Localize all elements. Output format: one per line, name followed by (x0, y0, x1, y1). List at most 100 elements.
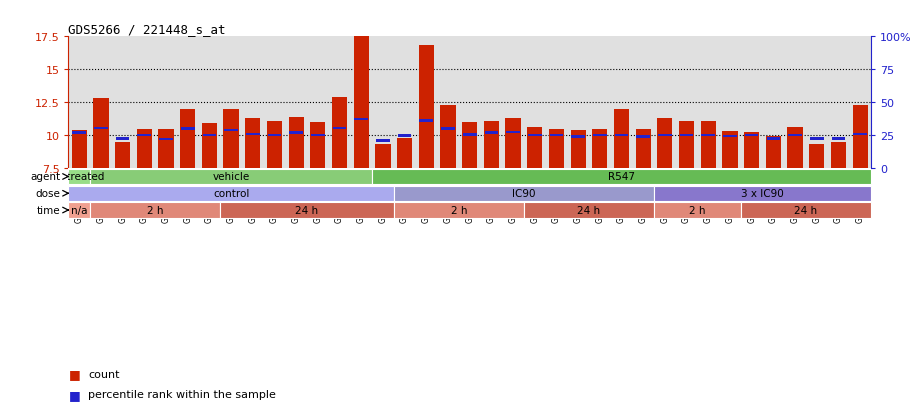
Bar (700, 121, 715, 169)
Bar (202, 135, 216, 137)
Bar (267, 135, 281, 137)
Bar (418, 46, 434, 169)
Bar (743, 133, 759, 169)
Bar (397, 135, 411, 138)
Text: GDS5266 / 221448_s_at: GDS5266 / 221448_s_at (68, 23, 226, 36)
Bar (179, 109, 195, 169)
Text: agent: agent (30, 172, 60, 182)
Bar (246, 133, 260, 135)
Bar (506, 131, 519, 134)
Bar (527, 128, 542, 169)
Bar (394, 186, 653, 201)
Bar (68, 186, 394, 201)
Bar (679, 121, 693, 169)
Bar (372, 169, 870, 185)
Bar (701, 135, 714, 137)
Bar (765, 137, 780, 169)
Bar (180, 128, 194, 131)
Bar (523, 203, 653, 218)
Bar (679, 135, 692, 137)
Bar (90, 169, 372, 185)
Bar (744, 135, 758, 137)
Text: ■: ■ (68, 388, 80, 401)
Bar (830, 142, 845, 169)
Bar (570, 131, 585, 169)
Text: percentile rank within the sample: percentile rank within the sample (88, 389, 276, 399)
Bar (138, 135, 151, 137)
Text: count: count (88, 369, 120, 379)
Bar (570, 136, 584, 138)
Bar (93, 99, 108, 169)
Text: ■: ■ (68, 367, 80, 380)
Bar (740, 203, 870, 218)
Bar (220, 203, 394, 218)
Bar (115, 142, 130, 169)
Bar (310, 123, 325, 169)
Bar (505, 119, 520, 169)
Bar (354, 119, 368, 121)
Bar (332, 97, 347, 169)
Text: untreated: untreated (54, 172, 105, 182)
Text: 2 h: 2 h (147, 206, 163, 216)
Bar (68, 203, 90, 218)
Bar (591, 129, 607, 169)
Bar (636, 136, 650, 138)
Bar (201, 124, 217, 169)
Bar (289, 132, 302, 134)
Text: vehicle: vehicle (212, 172, 250, 182)
Text: 3 x IC90: 3 x IC90 (741, 189, 783, 199)
Text: 2 h: 2 h (689, 206, 705, 216)
Bar (549, 135, 563, 137)
Text: time: time (36, 206, 60, 216)
Bar (722, 135, 736, 138)
Text: 24 h: 24 h (577, 206, 599, 216)
Text: dose: dose (36, 189, 60, 199)
Bar (311, 135, 324, 137)
Bar (808, 145, 824, 169)
Bar (484, 132, 497, 134)
Bar (653, 186, 870, 201)
Text: n/a: n/a (71, 206, 87, 216)
Bar (159, 129, 173, 169)
Bar (635, 129, 650, 169)
Bar (653, 203, 740, 218)
Bar (809, 138, 823, 140)
Bar (90, 203, 220, 218)
Text: 24 h: 24 h (295, 206, 318, 216)
Bar (72, 132, 86, 134)
Bar (353, 37, 368, 169)
Bar (375, 145, 390, 169)
Bar (68, 169, 90, 185)
Text: control: control (212, 189, 249, 199)
Bar (527, 135, 541, 137)
Bar (592, 135, 606, 137)
Bar (831, 138, 844, 140)
Bar (223, 109, 239, 169)
Bar (72, 131, 87, 169)
Bar (419, 120, 433, 123)
Bar (463, 134, 476, 136)
Bar (137, 129, 152, 169)
Bar (657, 119, 671, 169)
Text: R547: R547 (608, 172, 634, 182)
Bar (483, 121, 498, 169)
Bar (375, 140, 389, 142)
Bar (722, 132, 737, 169)
Bar (394, 203, 523, 218)
Bar (852, 106, 866, 169)
Text: 24 h: 24 h (793, 206, 816, 216)
Bar (786, 128, 802, 169)
Bar (658, 135, 671, 137)
Bar (765, 138, 779, 140)
Bar (787, 135, 801, 137)
Bar (116, 138, 129, 140)
Text: IC90: IC90 (512, 189, 535, 199)
Bar (245, 119, 260, 169)
Bar (441, 128, 455, 131)
Bar (159, 139, 173, 141)
Bar (333, 127, 346, 130)
Bar (94, 127, 107, 130)
Bar (288, 117, 303, 169)
Bar (853, 133, 866, 135)
Bar (614, 135, 628, 137)
